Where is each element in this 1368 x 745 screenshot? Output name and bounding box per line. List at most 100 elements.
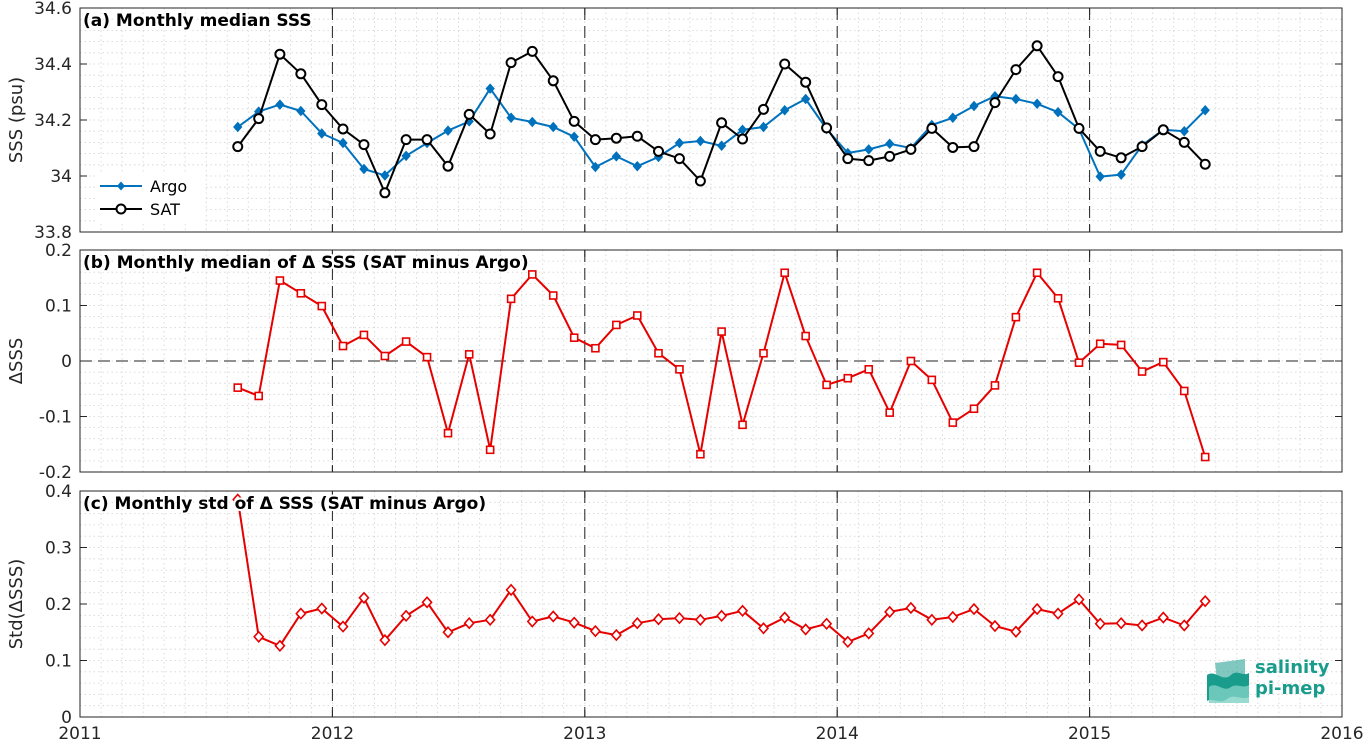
data-point — [1073, 122, 1085, 134]
data-point — [548, 291, 558, 300]
data-point — [990, 381, 1000, 390]
legend-marker — [117, 181, 125, 191]
data-point — [1010, 625, 1022, 638]
data-point — [653, 145, 665, 157]
data-point — [905, 601, 917, 615]
data-point — [505, 57, 517, 69]
data-point — [485, 83, 495, 94]
data-point — [694, 175, 706, 187]
data-point — [506, 294, 516, 304]
data-point — [338, 137, 348, 149]
data-point — [1052, 607, 1064, 620]
y-tick-label: 0.1 — [45, 652, 72, 672]
data-point — [780, 104, 790, 116]
data-point — [337, 620, 349, 633]
data-point — [926, 613, 938, 627]
y-tick-label: 0 — [61, 352, 72, 372]
data-point — [527, 116, 537, 128]
data-point — [800, 76, 812, 88]
data-point — [442, 160, 454, 172]
data-point — [968, 141, 980, 153]
panel-title: (c) Monthly std of Δ SSS (SAT minus Argo… — [83, 494, 486, 514]
data-point — [528, 270, 537, 279]
data-point — [380, 170, 390, 181]
data-point — [589, 624, 601, 638]
data-point — [484, 613, 496, 627]
data-point — [821, 617, 833, 630]
data-point — [232, 141, 244, 153]
data-point — [842, 635, 854, 649]
data-point — [968, 602, 980, 616]
data-point — [463, 617, 475, 630]
x-tick-label: 2013 — [563, 724, 606, 744]
data-point — [927, 375, 937, 385]
data-point — [1032, 268, 1042, 278]
data-point — [906, 356, 916, 366]
data-point — [253, 113, 265, 125]
data-point — [569, 333, 579, 342]
y-tick-label: -0.2 — [39, 463, 72, 483]
data-point — [506, 112, 516, 124]
y-tick-label: 34.4 — [34, 55, 72, 75]
y-tick-label: 34.6 — [34, 0, 72, 19]
series-line-delta — [236, 499, 1206, 647]
data-point — [1011, 312, 1021, 322]
data-point — [400, 134, 412, 146]
data-point — [358, 591, 370, 604]
series-line-argo — [237, 87, 1206, 178]
data-point — [1178, 619, 1190, 632]
data-point — [885, 138, 895, 150]
legend-label-sat: SAT — [150, 200, 180, 219]
data-point — [674, 137, 685, 149]
data-point — [843, 373, 853, 383]
y-tick-label: 0.2 — [45, 241, 72, 261]
data-point — [673, 611, 686, 625]
data-point — [295, 68, 307, 80]
data-point — [526, 45, 538, 57]
data-point — [316, 99, 328, 111]
data-point — [295, 607, 307, 620]
data-point — [296, 105, 306, 117]
logo-waves-icon — [1207, 659, 1249, 703]
data-point — [842, 153, 854, 165]
logo-line1: salinity — [1255, 657, 1330, 678]
data-point — [969, 404, 979, 414]
y-tick-label: -0.1 — [39, 408, 72, 428]
data-point — [610, 132, 622, 144]
data-point — [610, 628, 622, 642]
y-tick-label: 0 — [61, 708, 72, 728]
data-point — [1094, 145, 1106, 157]
data-point — [359, 163, 369, 175]
data-point — [505, 583, 517, 597]
y-tick-label: 34 — [50, 167, 72, 187]
data-point — [1157, 124, 1169, 136]
data-point — [380, 351, 390, 361]
data-point — [233, 121, 243, 133]
data-point — [864, 365, 874, 374]
panel-title: (b) Monthly median of Δ SSS (SAT minus A… — [83, 253, 529, 273]
data-point — [738, 420, 747, 430]
data-point — [569, 131, 579, 143]
data-point — [1094, 617, 1106, 630]
data-point — [1199, 594, 1211, 608]
data-point — [337, 123, 349, 135]
x-tick-label: 2014 — [816, 724, 859, 744]
data-point — [632, 311, 642, 320]
y-tick-label: 33.8 — [34, 223, 72, 243]
data-point — [548, 121, 558, 133]
data-point — [253, 630, 265, 643]
y-tick-label: 0.2 — [45, 595, 72, 615]
data-point — [884, 605, 896, 619]
data-point — [400, 609, 412, 623]
data-point — [821, 122, 833, 134]
data-point — [1052, 71, 1064, 83]
data-point — [1178, 136, 1190, 148]
panel-b: -0.2 -0.1 0 0.1 0.2 ΔSSS (b) Monthly median of… — [6, 241, 1343, 483]
data-point — [905, 143, 917, 155]
data-point — [631, 130, 643, 142]
data-point — [317, 128, 327, 139]
x-tick-label: 2011 — [58, 724, 101, 744]
data-point — [1115, 152, 1127, 164]
data-point — [757, 622, 770, 635]
